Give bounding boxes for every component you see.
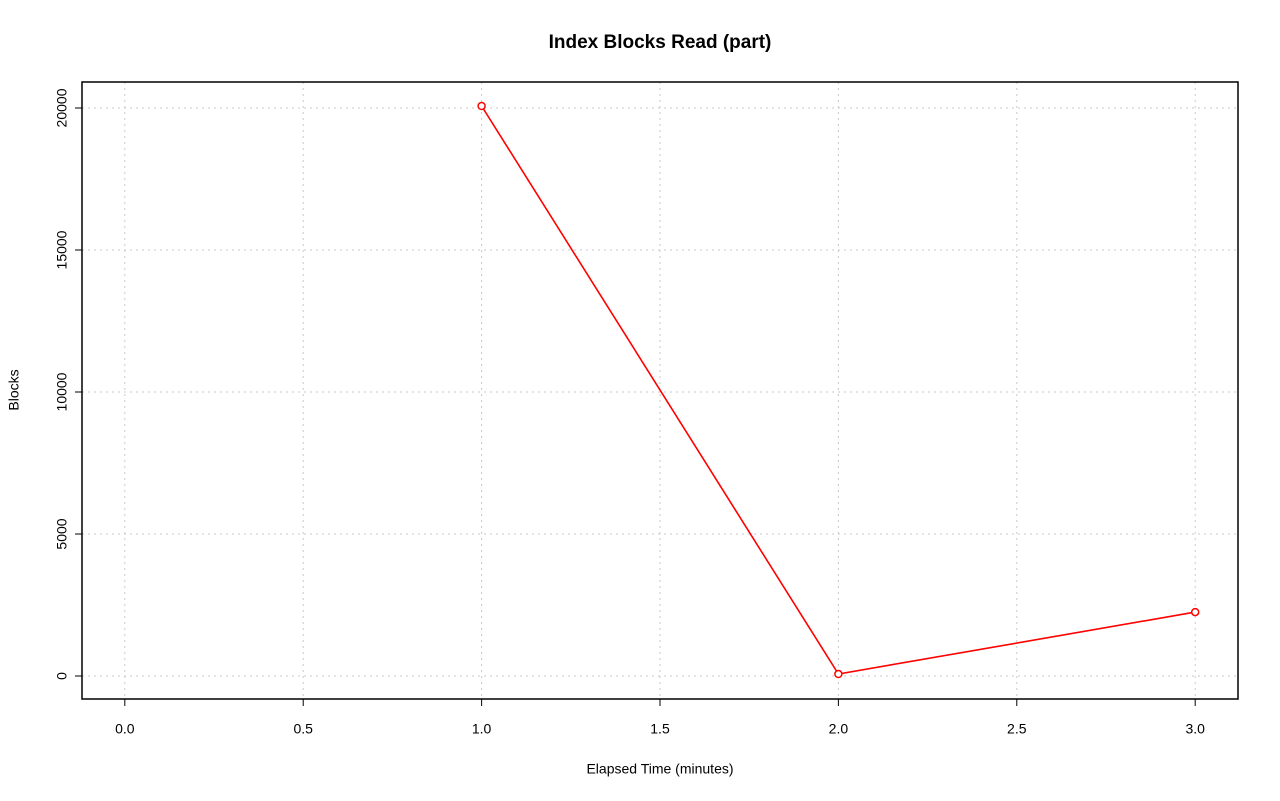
data-point bbox=[834, 669, 843, 679]
data-point bbox=[477, 101, 486, 111]
y-tick-label: 15000 bbox=[54, 230, 70, 269]
x-tick-label: 2.0 bbox=[829, 721, 849, 737]
y-tick-label: 0 bbox=[54, 672, 70, 680]
x-tick-label: 1.5 bbox=[650, 721, 670, 737]
x-tick-label: 1.0 bbox=[472, 721, 492, 737]
x-tick-label: 2.5 bbox=[1007, 721, 1027, 737]
chart-title: Index Blocks Read (part) bbox=[549, 32, 772, 53]
y-axis-label: Blocks bbox=[6, 369, 22, 410]
x-tick-label: 0.5 bbox=[293, 721, 313, 737]
data-point bbox=[1190, 607, 1200, 617]
x-axis-label: Elapsed Time (minutes) bbox=[586, 761, 733, 777]
y-tick-label: 10000 bbox=[54, 372, 70, 411]
y-tick-label: 5000 bbox=[54, 518, 70, 549]
x-tick-label: 0.0 bbox=[115, 721, 135, 737]
plot-frame bbox=[81, 81, 1239, 700]
x-tick-label: 3.0 bbox=[1185, 721, 1205, 737]
y-tick-label: 20000 bbox=[54, 88, 70, 127]
